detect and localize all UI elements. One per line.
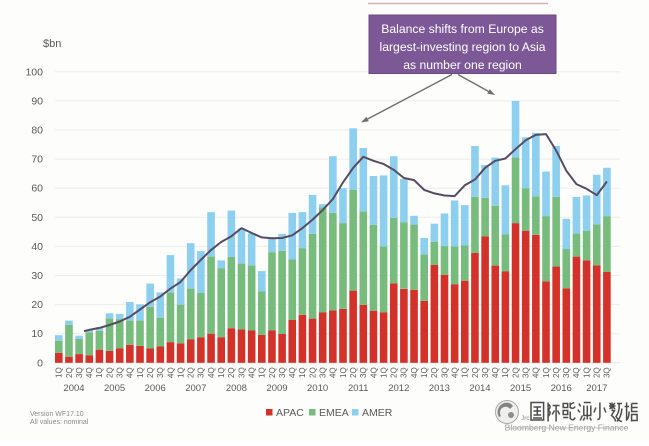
svg-text:4Q: 4Q (572, 367, 581, 378)
svg-text:2Q: 2Q (593, 367, 602, 378)
svg-text:3Q: 3Q (440, 367, 449, 378)
svg-text:1Q: 1Q (339, 367, 348, 378)
svg-text:4Q: 4Q (491, 367, 500, 378)
svg-text:1Q: 1Q (542, 367, 551, 378)
svg-text:3Q: 3Q (237, 367, 246, 378)
svg-text:1Q: 1Q (501, 367, 510, 378)
svg-text:60: 60 (31, 183, 43, 195)
svg-text:1Q: 1Q (582, 367, 591, 378)
svg-text:3Q: 3Q (522, 367, 531, 378)
svg-text:as number one region: as number one region (403, 58, 522, 72)
svg-text:4Q: 4Q (126, 367, 135, 378)
svg-text:2005: 2005 (104, 383, 125, 394)
svg-text:2Q: 2Q (390, 367, 399, 378)
svg-text:2Q: 2Q (471, 367, 480, 378)
svg-text:APAC: APAC (276, 407, 304, 419)
svg-text:Balance shifts from Europe as: Balance shifts from Europe as (381, 22, 544, 36)
svg-text:4Q: 4Q (329, 367, 338, 378)
svg-text:2Q: 2Q (430, 367, 439, 378)
svg-text:2Q: 2Q (349, 367, 358, 378)
svg-text:2006: 2006 (145, 383, 166, 394)
svg-text:2004: 2004 (63, 383, 84, 394)
svg-text:3Q: 3Q (359, 367, 368, 378)
svg-text:2Q: 2Q (552, 367, 561, 378)
svg-text:3Q: 3Q (400, 367, 409, 378)
svg-text:2Q: 2Q (65, 367, 74, 378)
svg-text:1Q: 1Q (136, 367, 145, 378)
svg-text:2Q: 2Q (146, 367, 155, 378)
svg-text:2011: 2011 (348, 383, 368, 394)
svg-text:Jrc: Jrc (521, 415, 530, 422)
svg-text:90: 90 (31, 95, 43, 107)
svg-text:2010: 2010 (307, 383, 328, 394)
svg-text:2015: 2015 (510, 383, 531, 394)
svg-text:3Q: 3Q (603, 367, 612, 378)
svg-text:2Q: 2Q (308, 367, 317, 378)
svg-text:4Q: 4Q (166, 367, 175, 378)
svg-text:3Q: 3Q (319, 367, 328, 378)
svg-text:30: 30 (31, 270, 43, 282)
svg-text:3Q: 3Q (116, 367, 125, 378)
svg-text:largest-investing region to As: largest-investing region to Asia (380, 40, 546, 54)
svg-text:100: 100 (25, 66, 43, 78)
svg-text:4Q: 4Q (85, 367, 94, 378)
svg-text:0: 0 (37, 357, 43, 369)
svg-text:2008: 2008 (226, 383, 247, 394)
svg-text:4Q: 4Q (288, 367, 297, 378)
svg-text:Version WF17.10: Version WF17.10 (30, 411, 84, 418)
svg-text:3Q: 3Q (156, 367, 165, 378)
svg-text:4Q: 4Q (369, 367, 378, 378)
svg-text:3Q: 3Q (75, 367, 84, 378)
svg-text:1Q: 1Q (55, 367, 64, 378)
svg-text:1Q: 1Q (176, 367, 185, 378)
svg-text:1Q: 1Q (217, 367, 226, 378)
svg-text:2014: 2014 (469, 383, 490, 394)
svg-text:EMEA: EMEA (319, 407, 349, 419)
svg-text:2Q: 2Q (268, 367, 277, 378)
svg-text:1Q: 1Q (298, 367, 307, 378)
svg-text:2Q: 2Q (105, 367, 114, 378)
svg-text:70: 70 (31, 154, 43, 166)
svg-text:3Q: 3Q (562, 367, 571, 378)
svg-text:1Q: 1Q (95, 367, 104, 378)
svg-text:4Q: 4Q (532, 367, 541, 378)
svg-text:2007: 2007 (185, 383, 206, 394)
svg-text:20: 20 (31, 299, 43, 311)
svg-text:4Q: 4Q (410, 367, 419, 378)
svg-text:4Q: 4Q (248, 367, 257, 378)
svg-text:10: 10 (31, 328, 43, 340)
svg-text:2Q: 2Q (511, 367, 520, 378)
svg-text:3Q: 3Q (278, 367, 287, 378)
svg-text:3Q: 3Q (197, 367, 206, 378)
svg-text:2Q: 2Q (227, 367, 236, 378)
svg-text:3Q: 3Q (481, 367, 490, 378)
svg-text:4Q: 4Q (207, 367, 216, 378)
svg-text:2009: 2009 (266, 383, 287, 394)
svg-text:Bloomberg New Energy Finance: Bloomberg New Energy Finance (505, 423, 629, 433)
svg-text:2016: 2016 (551, 383, 572, 394)
svg-text:50: 50 (31, 212, 43, 224)
svg-text:80: 80 (31, 125, 43, 137)
svg-text:4Q: 4Q (451, 367, 460, 378)
svg-text:2017: 2017 (586, 383, 607, 394)
svg-text:2013: 2013 (429, 383, 450, 394)
svg-text:2012: 2012 (388, 383, 409, 394)
svg-text:1Q: 1Q (258, 367, 267, 378)
svg-text:1Q: 1Q (420, 367, 429, 378)
svg-text:$bn: $bn (43, 38, 61, 50)
svg-text:40: 40 (31, 241, 43, 253)
svg-text:AMER: AMER (362, 407, 393, 419)
svg-text:1Q: 1Q (461, 367, 470, 378)
svg-text:All values: nominal: All values: nominal (30, 419, 89, 426)
svg-text:1Q: 1Q (379, 367, 388, 378)
svg-text:2Q: 2Q (187, 367, 196, 378)
